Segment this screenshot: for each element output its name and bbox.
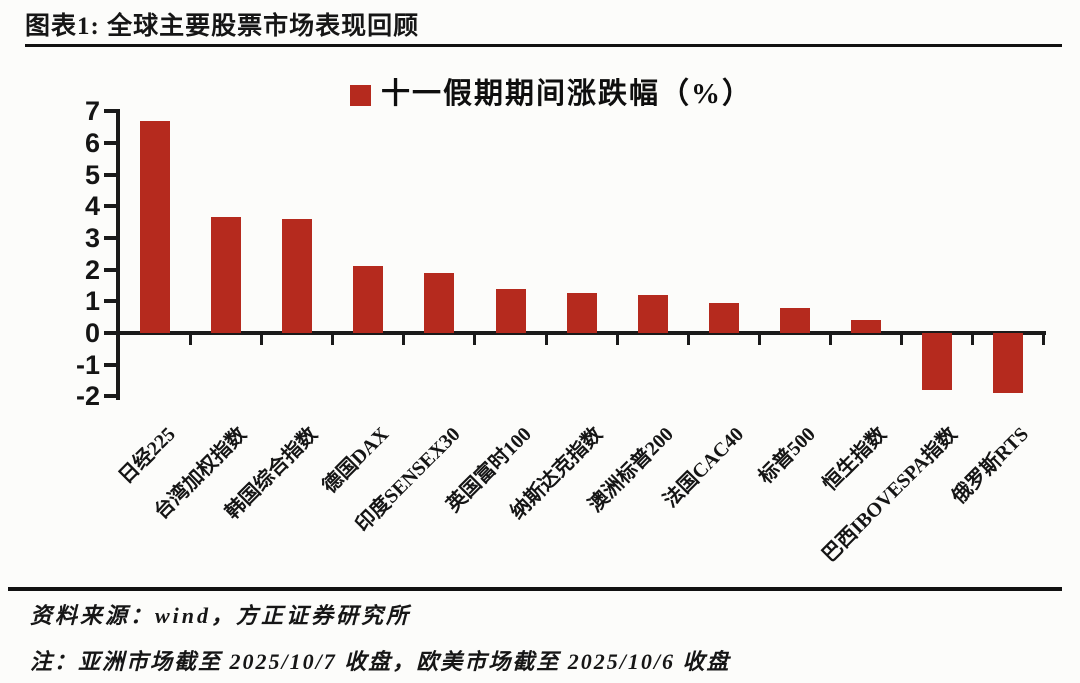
y-tick-mark [104, 204, 116, 209]
bar [140, 120, 170, 333]
bar [495, 288, 526, 333]
x-tick-mark [757, 335, 761, 345]
x-tick-mark [686, 335, 690, 345]
x-tick-mark [260, 335, 264, 345]
x-tick-mark [473, 335, 477, 345]
chart-title: 图表1: 全球主要股票市场表现回顾 [25, 13, 420, 40]
x-category-label: 俄罗斯RTS [948, 423, 1034, 509]
y-tick-mark [104, 362, 116, 367]
x-tick-mark [1042, 335, 1046, 345]
bar [708, 302, 739, 333]
bar [211, 217, 242, 333]
source-note: 资料来源：wind，方正证券研究所 [30, 603, 412, 628]
bar [353, 266, 384, 333]
y-tick-label: 0 [84, 318, 100, 348]
x-tick-mark [828, 335, 832, 345]
x-tick-mark [544, 335, 548, 345]
y-tick-label: 7 [84, 96, 100, 127]
y-tick-label: -2 [75, 381, 100, 412]
bar [851, 320, 881, 333]
footer-divider [8, 587, 1062, 591]
title-divider [25, 44, 1062, 47]
y-tick-label: 1 [84, 286, 100, 317]
y-tick-label: 5 [84, 159, 100, 190]
bar [566, 293, 597, 333]
bar [993, 333, 1024, 394]
y-tick-label: 2 [84, 254, 100, 285]
bar [424, 272, 455, 333]
bar [779, 307, 810, 333]
y-tick-mark [104, 267, 116, 272]
x-tick-mark [615, 335, 619, 345]
x-category-label: 标普500 [754, 423, 820, 489]
y-tick-label: 4 [84, 191, 100, 222]
y-tick-label: -1 [75, 349, 100, 380]
x-axis-zero-line [116, 331, 1046, 335]
y-tick-label: 6 [84, 127, 100, 158]
footnote: 注：亚洲市场截至 2025/10/7 收盘，欧美市场截至 2025/10/6 收… [30, 649, 731, 674]
y-tick-mark [104, 172, 116, 177]
bar [922, 333, 953, 391]
y-tick-mark [104, 109, 116, 114]
y-tick-label: 3 [84, 222, 100, 253]
bar [282, 218, 313, 333]
x-tick-mark [971, 335, 975, 345]
y-tick-mark [104, 140, 116, 145]
x-tick-mark [900, 335, 904, 345]
y-tick-mark [104, 235, 116, 240]
y-tick-mark [104, 331, 116, 335]
x-tick-mark [331, 335, 335, 345]
y-tick-mark [104, 394, 116, 399]
y-tick-mark [104, 299, 116, 304]
x-tick-mark [402, 335, 406, 345]
bar [637, 294, 668, 333]
x-tick-mark [189, 335, 193, 345]
plot-area: 十一假期期间涨跌幅（%） 7 6 5 4 3 2 1 0 -1 -2 日经225 台湾加权指数 韩国综… [75, 78, 1046, 567]
y-axis-line [116, 109, 120, 400]
legend-swatch [350, 85, 371, 106]
legend-label: 十一假期期间涨跌幅（%） [381, 78, 754, 110]
